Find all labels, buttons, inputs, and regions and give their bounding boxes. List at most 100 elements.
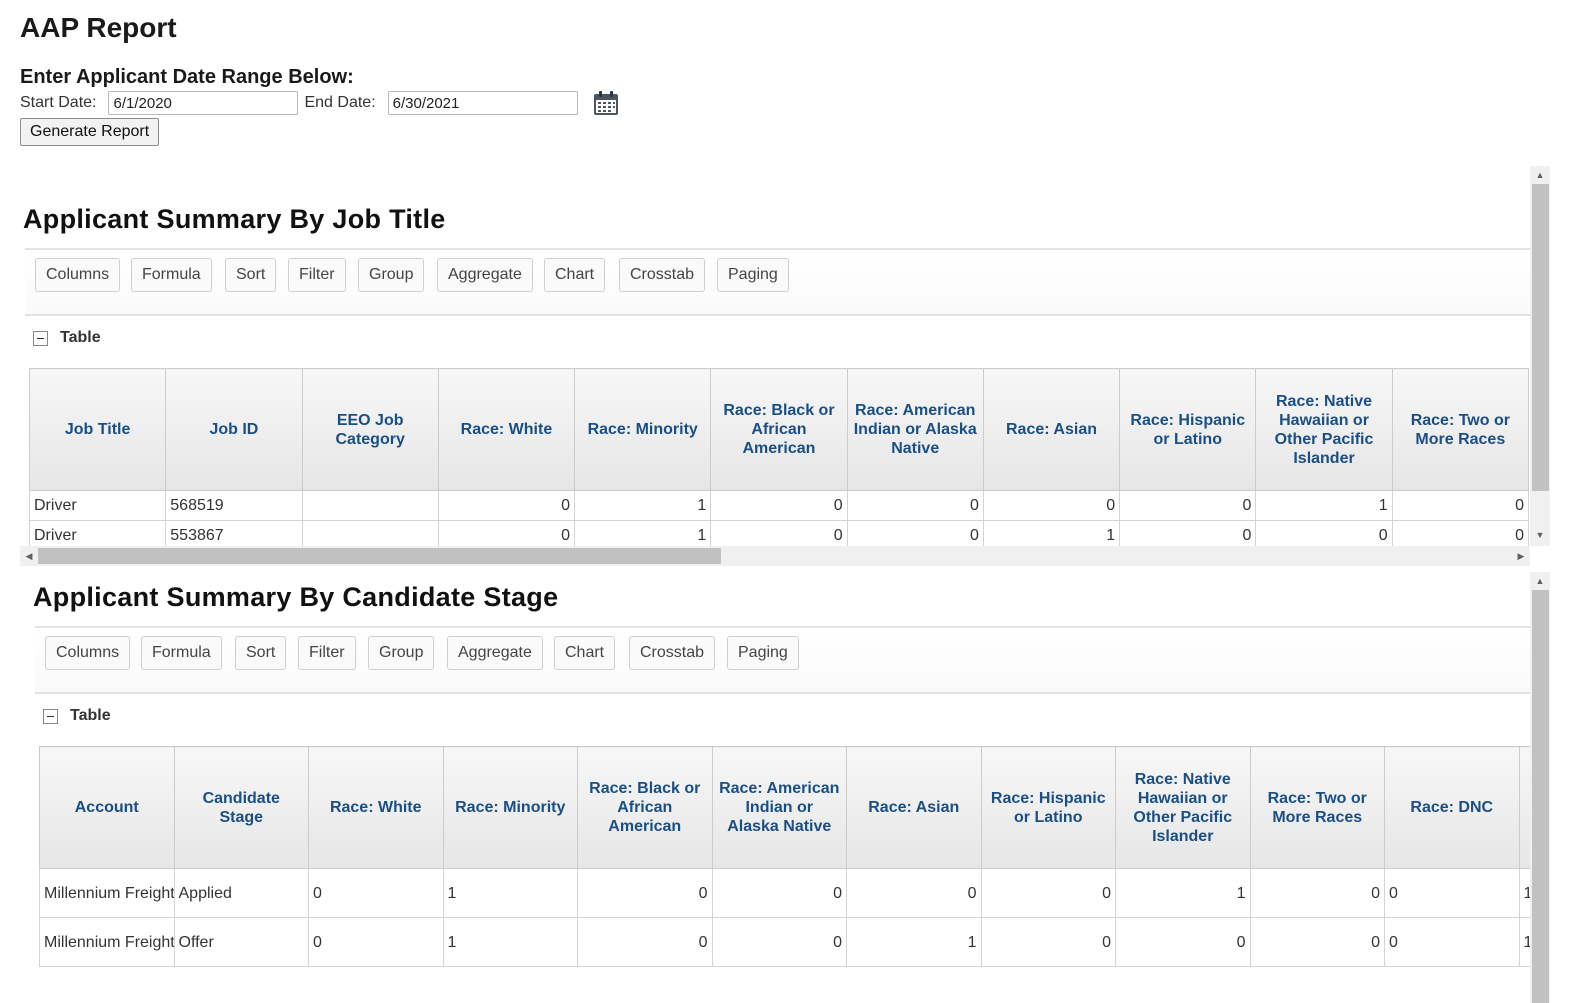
- collapse-icon[interactable]: [33, 330, 48, 346]
- column-header-empty[interactable]: [1518, 746, 1530, 869]
- job-title-horizontal-scrollbar[interactable]: ◀ ▶: [20, 546, 1530, 566]
- table-row: Driver 553867 0 1 0 0 1 0 0 0: [28, 520, 1530, 546]
- table-row: Millennium FreightersApplied0100001001: [39, 868, 1530, 918]
- scroll-down-arrow-icon[interactable]: ▼: [1535, 530, 1545, 540]
- end-date-label: End Date:: [304, 94, 376, 111]
- table-cell: 1: [442, 917, 578, 967]
- column-header[interactable]: Race: Native Hawaiian or Other Pacific I…: [1115, 746, 1251, 869]
- date-range-row: Start Date: End Date:: [20, 89, 620, 117]
- column-header[interactable]: Race: Minority: [442, 746, 578, 869]
- collapse-icon[interactable]: [43, 708, 58, 724]
- column-header[interactable]: Race: Asian: [846, 746, 982, 869]
- column-header[interactable]: Race: Hispanic or Latino: [980, 746, 1116, 869]
- table-cell: 0: [437, 490, 576, 521]
- column-header[interactable]: Candidate Stage: [173, 746, 309, 869]
- table-cell: 0: [846, 490, 984, 521]
- table-cell: 1: [1518, 917, 1530, 967]
- table-cell: Driver: [28, 520, 167, 546]
- generate-report-button[interactable]: Generate Report: [20, 118, 160, 146]
- toolbar-filter-button[interactable]: Filter: [288, 258, 346, 292]
- table-cell: 1: [574, 490, 712, 521]
- candidate-stage-section-title: Applicant Summary By Candidate Stage: [33, 582, 559, 612]
- job-title-panel: Applicant Summary By Job Title Columns Fo…: [20, 166, 1550, 566]
- table-cell: 568519: [165, 490, 303, 521]
- toolbar-aggregate-button[interactable]: Aggregate: [447, 636, 543, 670]
- table-cell: 0: [1249, 917, 1385, 967]
- table-cell: 0: [1391, 490, 1530, 521]
- table-cell: 0: [437, 520, 576, 546]
- column-header[interactable]: Race: Two or More Races: [1391, 368, 1530, 491]
- table-cell: 0: [980, 917, 1116, 967]
- scroll-right-arrow-icon[interactable]: ▶: [1517, 551, 1525, 561]
- column-header[interactable]: Job ID: [165, 368, 303, 491]
- calendar-icon[interactable]: [592, 89, 620, 117]
- table-cell: 0: [1119, 490, 1257, 521]
- vertical-scroll-thumb[interactable]: [1532, 184, 1549, 491]
- job-title-table-toggle[interactable]: Table: [33, 329, 101, 347]
- table-cell: 0: [1384, 868, 1520, 918]
- column-header[interactable]: Race: Hispanic or Latino: [1119, 368, 1257, 491]
- column-header[interactable]: Race: White: [437, 368, 576, 491]
- column-header[interactable]: Race: Black or African American: [710, 368, 848, 491]
- toolbar-filter-button[interactable]: Filter: [298, 636, 356, 670]
- toolbar-group-button[interactable]: Group: [358, 258, 425, 292]
- table-toggle-label: Table: [70, 707, 111, 724]
- job-title-section-title: Applicant Summary By Job Title: [23, 204, 446, 234]
- column-header[interactable]: Race: Black or African American: [577, 746, 713, 869]
- table-cell: 0: [710, 520, 848, 546]
- column-header[interactable]: Race: White: [308, 746, 444, 869]
- toolbar-sort-button[interactable]: Sort: [225, 258, 277, 292]
- table-cell: 0: [308, 917, 444, 967]
- start-date-input[interactable]: [108, 91, 299, 115]
- toolbar-group-button[interactable]: Group: [368, 636, 435, 670]
- job-title-table: Job Title Job ID EEO Job Category Race: Whi…: [28, 368, 1530, 546]
- table-cell: 553867: [165, 520, 303, 546]
- column-header[interactable]: Account: [39, 746, 175, 869]
- end-date-input[interactable]: [387, 91, 578, 115]
- toolbar-crosstab-button[interactable]: Crosstab: [629, 636, 716, 670]
- scroll-up-arrow-icon[interactable]: ▲: [1535, 576, 1545, 586]
- column-header[interactable]: Race: Minority: [574, 368, 712, 491]
- candidate-stage-table-toggle[interactable]: Table: [43, 707, 111, 725]
- toolbar-sort-button[interactable]: Sort: [235, 636, 287, 670]
- table-cell: 1: [982, 520, 1121, 546]
- column-header[interactable]: Job Title: [28, 368, 167, 491]
- toolbar-aggregate-button[interactable]: Aggregate: [437, 258, 533, 292]
- table-cell: 1: [574, 520, 712, 546]
- horizontal-scroll-thumb[interactable]: [38, 548, 721, 564]
- toolbar-formula-button[interactable]: Formula: [141, 636, 222, 670]
- table-cell: 1: [1255, 490, 1393, 521]
- column-header[interactable]: Race: Asian: [982, 368, 1121, 491]
- column-header[interactable]: Race: American Indian or Alaska Native: [711, 746, 847, 869]
- table-cell: Millennium Freighters: [39, 868, 175, 918]
- table-cell: 0: [1255, 520, 1393, 546]
- toolbar-formula-button[interactable]: Formula: [131, 258, 212, 292]
- toolbar-paging-button[interactable]: Paging: [717, 258, 789, 292]
- scroll-left-arrow-icon[interactable]: ◀: [25, 551, 33, 561]
- table-cell: Offer: [173, 917, 309, 967]
- column-header[interactable]: Race: DNC: [1384, 746, 1520, 869]
- toolbar-columns-button[interactable]: Columns: [35, 258, 121, 292]
- column-header[interactable]: Race: Native Hawaiian or Other Pacific I…: [1255, 368, 1393, 491]
- toolbar-chart-button[interactable]: Chart: [554, 636, 616, 670]
- toolbar-chart-button[interactable]: Chart: [544, 258, 606, 292]
- table-cell: Millennium Freighters: [39, 917, 175, 967]
- scroll-up-arrow-icon[interactable]: ▲: [1535, 170, 1545, 180]
- candidate-stage-vertical-scrollbar[interactable]: ▲: [1530, 572, 1550, 1003]
- start-date-label: Start Date:: [20, 94, 97, 111]
- table-cell: [301, 520, 439, 546]
- table-cell: 0: [577, 868, 713, 918]
- job-title-vertical-scrollbar[interactable]: ▲ ▼: [1530, 166, 1550, 546]
- vertical-scroll-thumb[interactable]: [1532, 590, 1549, 1003]
- toolbar-crosstab-button[interactable]: Crosstab: [619, 258, 706, 292]
- toolbar-columns-button[interactable]: Columns: [45, 636, 131, 670]
- column-header[interactable]: Race: Two or More Races: [1249, 746, 1385, 869]
- table-toggle-label: Table: [60, 329, 101, 346]
- table-cell: Driver: [28, 490, 167, 521]
- column-header[interactable]: EEO Job Category: [301, 368, 439, 491]
- toolbar-paging-button[interactable]: Paging: [727, 636, 799, 670]
- table-cell: 0: [980, 868, 1116, 918]
- column-header[interactable]: Race: American Indian or Alaska Native: [846, 368, 984, 491]
- table-cell: 0: [846, 868, 982, 918]
- table-cell: 1: [442, 868, 578, 918]
